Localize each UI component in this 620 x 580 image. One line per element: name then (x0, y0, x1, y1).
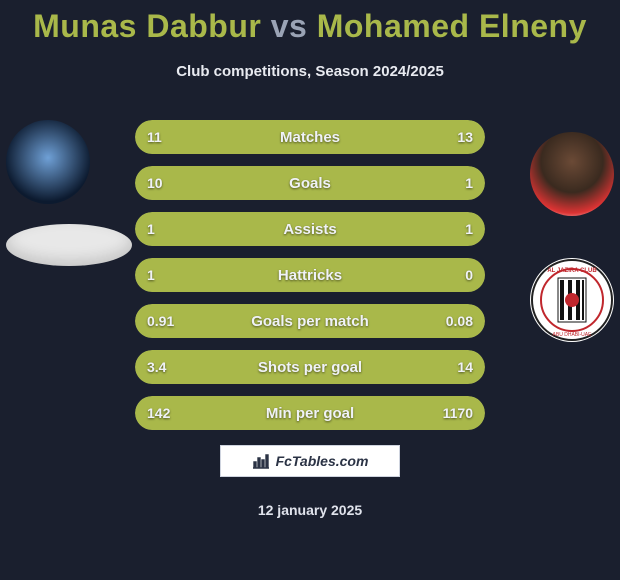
comparison-title: Munas Dabbur vs Mohamed Elneny (0, 0, 620, 45)
bar-fill-right (453, 166, 485, 200)
report-date: 12 january 2025 (0, 502, 620, 518)
bar-fill-left (135, 120, 295, 154)
player1-name: Munas Dabbur (33, 8, 261, 44)
bar-fill-left (135, 350, 203, 384)
bar-fill-right (203, 350, 485, 384)
bar-fill-left (135, 212, 310, 246)
player1-avatar (6, 120, 90, 204)
bar-fill-right (173, 396, 485, 430)
stat-row-goals: 101Goals (135, 166, 485, 200)
vs-separator: vs (271, 8, 308, 44)
stat-row-matches: 1113Matches (135, 120, 485, 154)
bar-fill-left (135, 396, 173, 430)
bar-fill-right (295, 120, 485, 154)
player2-club-logo: AL JAZIRA CLUB ABU DHABI-UAE (530, 258, 614, 342)
player2-name: Mohamed Elneny (317, 8, 587, 44)
bar-fill-right (457, 304, 485, 338)
stat-row-min-per-goal: 1421170Min per goal (135, 396, 485, 430)
chart-icon (252, 452, 270, 470)
bar-fill-left (135, 258, 485, 292)
subtitle: Club competitions, Season 2024/2025 (0, 63, 620, 80)
player1-club-logo (6, 224, 132, 266)
stat-row-goals-per-match: 0.910.08Goals per match (135, 304, 485, 338)
player2-avatar (530, 132, 614, 216)
stat-row-assists: 11Assists (135, 212, 485, 246)
svg-text:ABU DHABI-UAE: ABU DHABI-UAE (553, 332, 593, 338)
stat-row-shots-per-goal: 3.414Shots per goal (135, 350, 485, 384)
comparison-bars: 1113Matches 101Goals 11Assists 10Hattricks 0… (135, 120, 485, 442)
bar-fill-right (310, 212, 485, 246)
stat-row-hattricks: 10Hattricks (135, 258, 485, 292)
bar-fill-left (135, 304, 457, 338)
svg-text:AL JAZIRA CLUB: AL JAZIRA CLUB (547, 268, 597, 274)
brand-text: FcTables.com (276, 453, 369, 469)
fctables-logo: FcTables.com (220, 445, 400, 477)
bar-fill-left (135, 166, 453, 200)
